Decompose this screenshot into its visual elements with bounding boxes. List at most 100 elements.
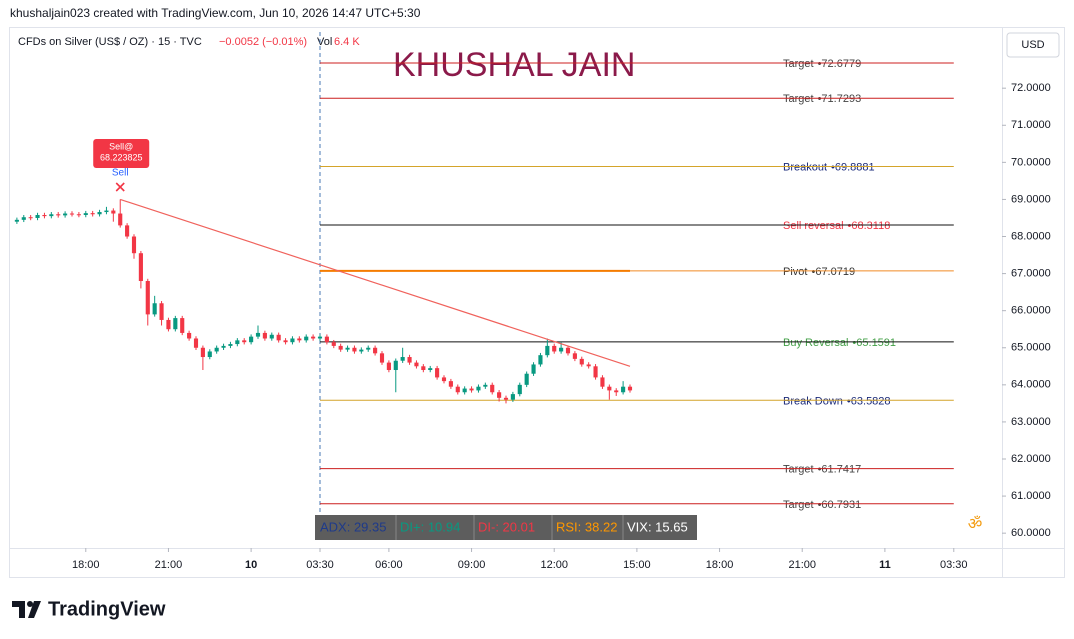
- signal-box-text: 68.223825: [100, 152, 143, 162]
- candle-body: [221, 345, 226, 348]
- candle-body: [269, 334, 274, 339]
- candle-body: [414, 362, 419, 367]
- candle-body: [35, 215, 40, 218]
- candle-body: [131, 236, 137, 254]
- candle-body: [28, 217, 33, 219]
- candle-body: [407, 357, 412, 363]
- candle-body: [159, 303, 164, 320]
- candle-body: [118, 213, 123, 226]
- x-tick-label: 18:00: [72, 559, 100, 571]
- candle-body: [42, 215, 47, 217]
- candle-body: [311, 336, 316, 339]
- candle-body: [386, 362, 391, 371]
- candle-body: [290, 338, 295, 343]
- level-value: •69.8881: [831, 161, 875, 173]
- indicator-value: VIX: 15.65: [627, 519, 688, 534]
- candle-body: [503, 397, 509, 400]
- level-label: Sell reversal •68.3118: [783, 220, 890, 232]
- candle-body: [214, 347, 219, 352]
- level-name: Buy Reversal: [783, 337, 848, 349]
- y-tick-label: 63.0000: [1011, 416, 1051, 428]
- indicator-value: ADX: 29.35: [320, 519, 387, 534]
- candle-body: [607, 386, 612, 391]
- y-tick-label: 72.0000: [1011, 82, 1051, 94]
- indicator-value: DI-: 20.01: [478, 519, 535, 534]
- signal-text: Sell: [112, 168, 129, 179]
- level-label: Buy Reversal •65.1591: [783, 337, 896, 349]
- candle-body: [497, 392, 502, 398]
- level-name: Target: [783, 58, 814, 70]
- candle-body: [111, 210, 116, 214]
- level-label: Target •71.7293: [783, 93, 861, 105]
- candle-body: [552, 345, 557, 352]
- x-tick-label: 06:00: [375, 559, 403, 571]
- y-tick-label: 71.0000: [1011, 119, 1051, 131]
- level-name: Pivot: [783, 266, 807, 278]
- indicator-strip: [315, 515, 697, 540]
- candle-body: [600, 377, 605, 387]
- level-value: •65.1591: [852, 337, 896, 349]
- candle-body: [14, 219, 19, 222]
- signal-box-text: Sell@: [109, 141, 133, 151]
- candle-body: [69, 213, 75, 215]
- candle-body: [559, 347, 564, 352]
- candle-body: [565, 347, 571, 354]
- candle-body: [249, 336, 254, 343]
- candle-body: [125, 225, 130, 237]
- candle-body: [193, 338, 199, 348]
- x-tick-label: 03:30: [940, 559, 968, 571]
- level-name: Breakout: [783, 161, 827, 173]
- x-tick-label: 18:00: [706, 559, 734, 571]
- signal-marker: [115, 182, 125, 192]
- candle-body: [152, 303, 157, 315]
- level-value: •71.7293: [818, 93, 862, 105]
- candle-body: [255, 332, 261, 337]
- candle-body: [373, 347, 378, 354]
- level-name: Target: [783, 93, 814, 105]
- candle-body: [207, 351, 212, 358]
- candle-body: [56, 214, 61, 216]
- level-name: Target: [783, 463, 814, 475]
- level-label: Target •61.7417: [783, 463, 861, 475]
- x-tick-label: 21:00: [155, 559, 183, 571]
- candle-body: [338, 345, 343, 350]
- x-tick-label: 15:00: [623, 559, 651, 571]
- candle-body: [166, 319, 171, 330]
- brand-logo: [12, 601, 41, 618]
- x-tick-label: 12:00: [540, 559, 568, 571]
- y-tick-label: 62.0000: [1011, 453, 1051, 465]
- candle-body: [345, 347, 350, 350]
- currency-box[interactable]: [1006, 32, 1060, 58]
- candle-body: [200, 347, 205, 358]
- candle-body: [593, 366, 598, 378]
- candle-body: [469, 388, 474, 391]
- y-tick-label: 67.0000: [1011, 268, 1051, 280]
- candle-body: [49, 214, 54, 217]
- trendline: [120, 198, 631, 367]
- candle-body: [538, 355, 543, 365]
- x-tick-label: 11: [879, 559, 891, 571]
- chart-frame: [9, 27, 1065, 578]
- candle-body: [331, 342, 336, 346]
- candle-body: [400, 357, 405, 361]
- x-tick-label: 10: [245, 559, 257, 571]
- candle-body: [428, 368, 433, 371]
- symbol-mark: ॐ: [968, 515, 983, 533]
- candle-body: [545, 345, 550, 356]
- y-tick-label: 70.0000: [1011, 156, 1051, 168]
- level-label: Pivot •67.0719: [783, 266, 855, 278]
- y-tick-label: 60.0000: [1011, 527, 1051, 539]
- candle-body: [359, 349, 364, 352]
- level-label: Target •60.7931: [783, 499, 861, 511]
- x-tick-label: 09:00: [458, 559, 486, 571]
- candle-body: [448, 381, 453, 387]
- candle-body: [627, 386, 633, 391]
- candle-body: [586, 364, 591, 367]
- level-value: •67.0719: [811, 266, 855, 278]
- level-value: •68.3118: [848, 220, 891, 232]
- level-label: Break Down •63.5828: [783, 395, 891, 407]
- candle-body: [235, 340, 240, 345]
- candle-body: [262, 332, 267, 339]
- candle-body: [441, 377, 447, 382]
